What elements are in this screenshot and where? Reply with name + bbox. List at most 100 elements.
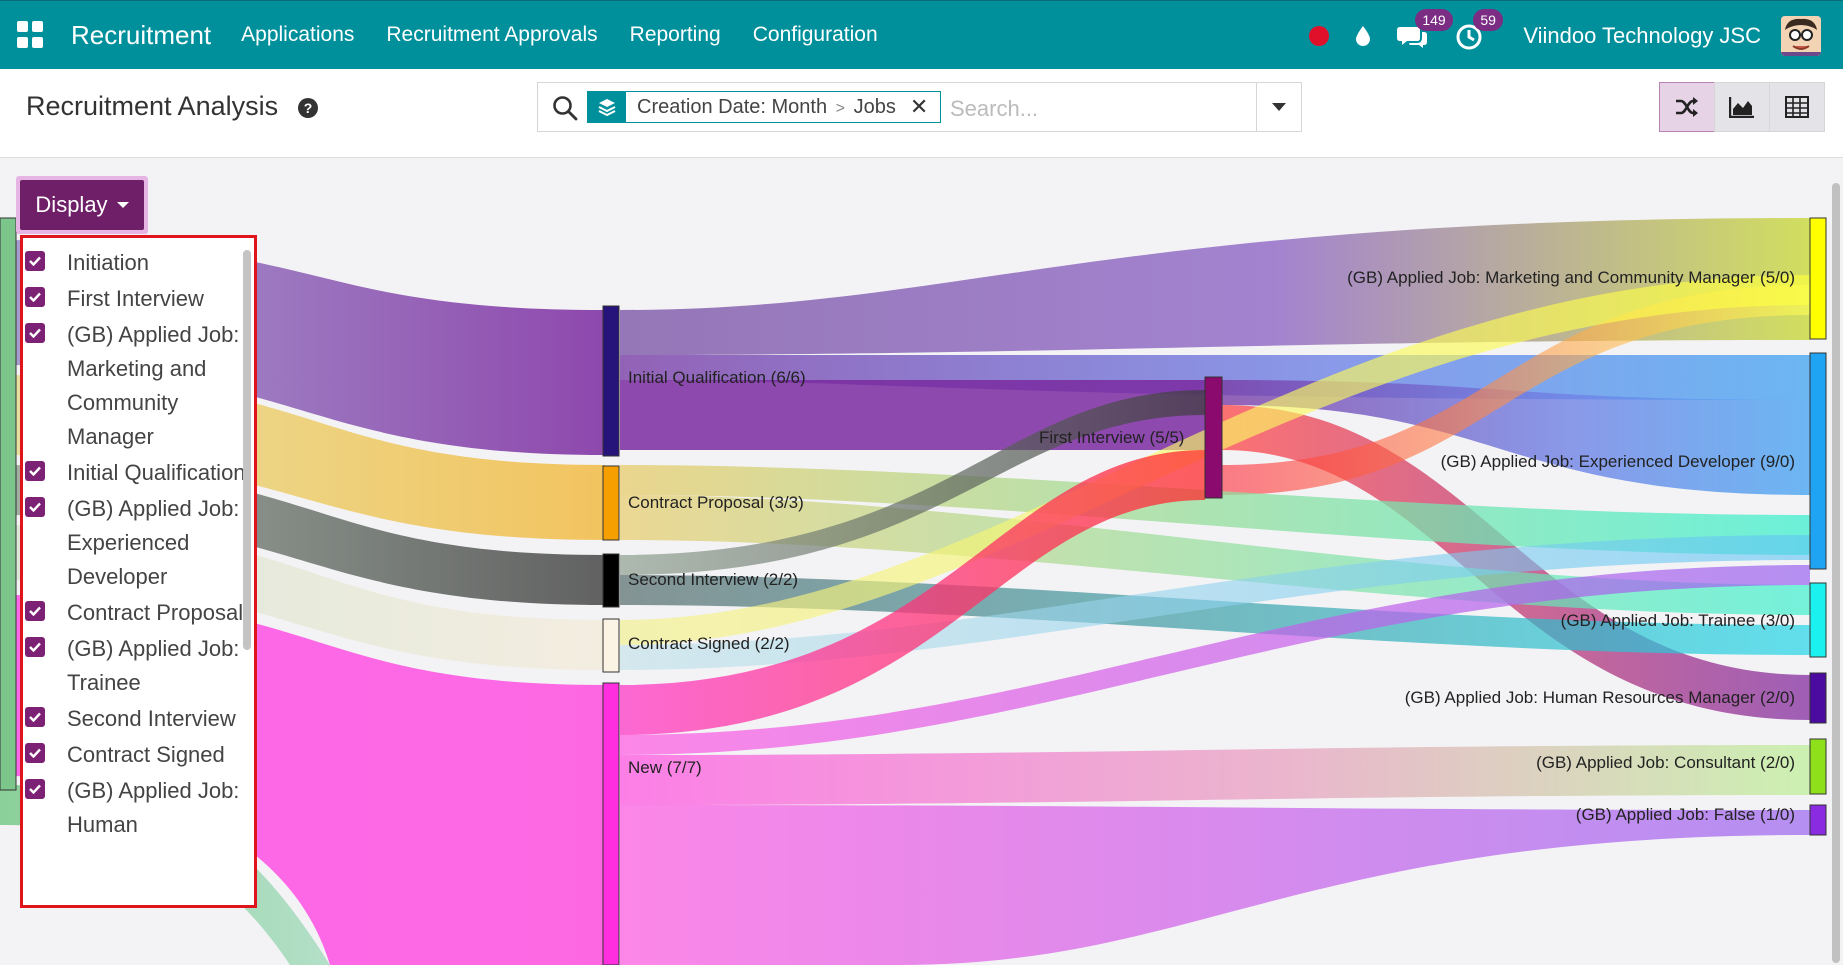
node-contract-signed[interactable] xyxy=(602,618,620,673)
avatar[interactable] xyxy=(1781,15,1821,56)
sankey-view-button[interactable] xyxy=(1659,82,1715,132)
display-option-label: Second Interview xyxy=(67,706,236,731)
display-option[interactable]: (GB) Applied Job: Marketing and Communit… xyxy=(23,316,254,454)
display-option[interactable]: Second Interview xyxy=(23,700,254,736)
checkbox-checked-icon[interactable] xyxy=(25,251,45,271)
messages-count-badge: 149 xyxy=(1415,8,1453,31)
checkbox-checked-icon[interactable] xyxy=(25,743,45,763)
facet-first-value: Creation Date: Month xyxy=(637,95,828,118)
display-option[interactable]: (GB) Applied Job: Human xyxy=(23,772,254,842)
facet-second-value: Jobs xyxy=(853,95,896,118)
node-job-consultant[interactable] xyxy=(1809,738,1827,795)
node-job-false[interactable] xyxy=(1809,804,1827,836)
flow-new-first-interview xyxy=(620,450,1205,735)
node-job-developer[interactable] xyxy=(1809,352,1827,570)
node-initiation[interactable] xyxy=(0,217,17,791)
page-title: Recruitment Analysis xyxy=(26,91,279,121)
view-switcher xyxy=(1659,82,1825,132)
top-navbar: Recruitment Applications Recruitment App… xyxy=(0,0,1843,69)
node-label-job-hr-manager: (GB) Applied Job: Human Resources Manage… xyxy=(1404,688,1795,707)
menu-reporting[interactable]: Reporting xyxy=(629,23,721,46)
menu-applications[interactable]: Applications xyxy=(241,23,355,46)
display-option[interactable]: Contract Signed xyxy=(23,736,254,772)
node-second-interview[interactable] xyxy=(602,553,620,608)
control-panel: Recruitment Analysis ? Creation Date: Mo… xyxy=(0,69,1843,158)
graph-view-button[interactable] xyxy=(1714,82,1770,132)
node-job-trainee[interactable] xyxy=(1809,582,1827,658)
checkbox-checked-icon[interactable] xyxy=(25,707,45,727)
flow-first-interview-marketing xyxy=(1222,285,1810,495)
facet-separator: > xyxy=(835,99,846,117)
display-option-label: (GB) Applied Job: Marketing and Communit… xyxy=(67,322,240,449)
display-dropdown-button[interactable]: Display xyxy=(16,176,148,234)
node-label-new: New (7/7) xyxy=(628,758,702,777)
node-label-job-trainee: (GB) Applied Job: Trainee (3/0) xyxy=(1560,611,1795,630)
checkbox-checked-icon[interactable] xyxy=(25,323,45,343)
area-chart-icon xyxy=(1729,97,1754,118)
flow-second-interview-first-interview xyxy=(620,390,1205,575)
display-option[interactable]: Initial Qualification xyxy=(23,454,254,490)
display-option[interactable]: Initiation xyxy=(23,244,254,280)
app-brand[interactable]: Recruitment xyxy=(71,19,212,50)
sankey-view: Initial Qualification (6/6) Contract Pro… xyxy=(0,165,1843,965)
apps-menu-icon[interactable] xyxy=(17,21,45,49)
search-input[interactable] xyxy=(948,93,1252,125)
activities-icon[interactable]: 59 xyxy=(1455,8,1503,49)
recording-icon[interactable] xyxy=(1309,25,1330,46)
search-bar: Creation Date: Month > Jobs ✕ xyxy=(537,82,1302,132)
node-first-interview[interactable] xyxy=(1204,376,1223,499)
flow-second-interview-trainee xyxy=(620,575,1810,655)
search-options-toggle[interactable] xyxy=(1256,83,1301,131)
display-option[interactable]: First Interview xyxy=(23,280,254,316)
panel-scrollbar[interactable] xyxy=(243,250,251,650)
checkbox-checked-icon[interactable] xyxy=(25,601,45,621)
flow-first-interview-developer xyxy=(1222,380,1810,495)
close-icon[interactable]: ✕ xyxy=(909,94,929,119)
page-scrollbar-track xyxy=(1829,169,1843,965)
flow-new-developer xyxy=(620,565,1810,755)
shuffle-icon xyxy=(1676,97,1698,117)
display-option-label: First Interview xyxy=(67,286,204,311)
layers-icon xyxy=(588,92,626,122)
flow-contract-proposal-trainee xyxy=(620,495,1810,615)
node-label-initial-qualification: Initial Qualification (6/6) xyxy=(628,368,806,387)
display-option-label: Initiation xyxy=(67,250,149,275)
node-job-hr-manager[interactable] xyxy=(1809,672,1827,724)
menu-configuration[interactable]: Configuration xyxy=(752,23,878,46)
search-icon[interactable] xyxy=(552,95,578,121)
display-button-face: Display xyxy=(20,180,144,230)
checkbox-checked-icon[interactable] xyxy=(25,779,45,799)
flow-contract-proposal-developer xyxy=(620,465,1810,555)
caret-down-icon xyxy=(116,202,129,208)
activities-count-badge: 59 xyxy=(1473,8,1503,31)
display-option-label: (GB) Applied Job: Trainee xyxy=(67,636,240,695)
checkbox-checked-icon[interactable] xyxy=(25,461,45,481)
node-label-first-interview: First Interview (5/5) xyxy=(1039,428,1185,447)
display-option-label: (GB) Applied Job: Human xyxy=(67,778,240,837)
display-option-label: (GB) Applied Job: Experienced Developer xyxy=(67,496,240,589)
checkbox-checked-icon[interactable] xyxy=(25,637,45,657)
node-job-marketing[interactable] xyxy=(1809,217,1827,340)
checkbox-checked-icon[interactable] xyxy=(25,497,45,517)
display-option[interactable]: Contract Proposal xyxy=(23,594,254,630)
water-drop-icon[interactable] xyxy=(1355,25,1371,47)
menu-recruitment-approvals[interactable]: Recruitment Approvals xyxy=(386,23,598,46)
flow-new-consultant xyxy=(620,745,1810,805)
messages-icon[interactable]: 149 xyxy=(1397,8,1453,49)
facet-label: Creation Date: Month > Jobs xyxy=(626,96,906,119)
display-options-list: Initiation First Interview (GB) Applied … xyxy=(23,238,254,842)
display-option[interactable]: (GB) Applied Job: Experienced Developer xyxy=(23,490,254,594)
page-scrollbar[interactable] xyxy=(1832,183,1840,963)
pivot-view-button[interactable] xyxy=(1769,82,1825,132)
checkbox-checked-icon[interactable] xyxy=(25,287,45,307)
groupby-facet: Creation Date: Month > Jobs ✕ xyxy=(587,91,942,123)
company-switcher[interactable]: Viindoo Technology JSC xyxy=(1523,22,1761,48)
display-options-panel: Initiation First Interview (GB) Applied … xyxy=(20,235,257,908)
node-contract-proposal[interactable] xyxy=(602,465,620,541)
display-option-label: Contract Proposal xyxy=(67,600,244,625)
node-initial-qualification[interactable] xyxy=(602,305,620,457)
node-new[interactable] xyxy=(602,682,620,965)
help-icon[interactable]: ? xyxy=(298,98,318,118)
display-option-label: Contract Signed xyxy=(67,742,225,767)
display-option[interactable]: (GB) Applied Job: Trainee xyxy=(23,630,254,700)
